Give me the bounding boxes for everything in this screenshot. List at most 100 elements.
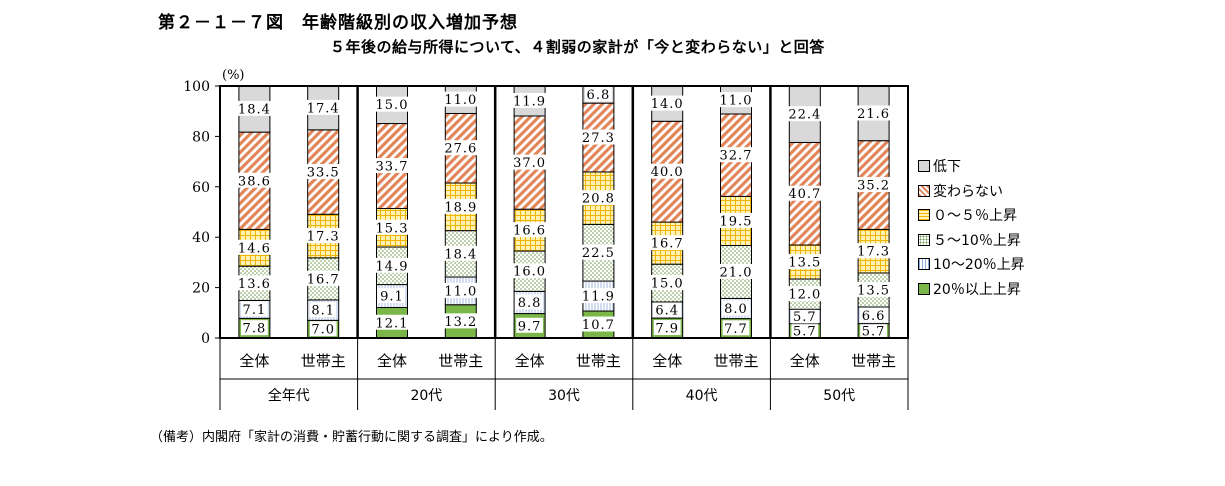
data-label: 10.7 [582,318,615,333]
data-label-bg [581,190,616,206]
data-label: 40.7 [788,187,821,202]
data-label-bg [787,254,822,270]
data-label: 7.1 [243,303,267,318]
data-label-bg [787,185,822,201]
data-label-bg [306,99,341,115]
data-label-bg [512,92,547,108]
data-label: 11.0 [444,93,477,108]
data-label-bg [581,129,616,145]
data-label: 21.6 [857,107,890,122]
x-category-label: 全体 [515,352,545,370]
data-label: 13.6 [238,277,271,292]
data-label-bg [718,92,754,108]
data-label-bg [860,307,887,323]
data-label-bg [241,301,268,317]
legend-item: 20％以上上昇 [918,277,1025,302]
data-label: 20.8 [582,192,615,207]
legend-item: ０～５％上昇 [918,203,1025,228]
y-tick-label: 20 [192,281,210,297]
data-label: 8.0 [724,302,748,317]
data-label-bg [237,239,272,255]
data-label: 13.2 [444,315,477,330]
data-label: 35.2 [857,179,890,194]
data-label-bg [718,147,754,163]
legend-label: 20％以上上昇 [933,281,1021,298]
y-tick-label: 40 [192,230,210,246]
x-category-label: 世帯主 [851,352,896,370]
data-label: 14.9 [376,259,409,274]
data-label: 17.3 [857,245,890,260]
data-label-bg [581,288,616,304]
data-label-bg [791,308,819,324]
data-label: 5.7 [793,324,817,339]
legend-item: 変わらない [918,179,1025,204]
data-label: 7.0 [311,323,335,338]
data-label: 15.3 [376,221,409,236]
chart-subtitle: ５年後の給与所得について、４割弱の家計が「今と変わらない」と回答 [330,38,825,56]
data-label-bg [581,244,616,260]
x-category-label: 世帯主 [301,352,346,370]
data-label-bg [653,302,681,318]
data-label: 38.6 [238,174,271,189]
y-axis-unit: (%) [222,68,245,83]
data-label: 15.0 [651,277,684,292]
legend-item: 10～20％上昇 [918,252,1025,277]
data-label-bg [443,245,478,261]
data-label-bg [443,198,478,214]
data-label-bg [443,313,478,329]
chart-title: 第２－１－７図 年齢階級別の収入増加予想 [158,13,518,33]
data-label: 22.5 [582,246,615,261]
data-label: 18.4 [444,247,477,262]
data-label: 5.7 [862,324,886,339]
data-label-bg [374,314,410,330]
data-label-bg [443,282,478,298]
legend-item: 低下 [918,154,1025,179]
data-label: 7.8 [243,322,267,337]
data-label: 33.5 [307,166,340,181]
data-label: 21.0 [720,265,753,280]
data-label: 12.1 [376,316,409,331]
data-label: 9.1 [380,290,404,305]
x-group-label: 20代 [410,388,442,404]
legend-label: ０～５％上昇 [933,208,1017,225]
data-label-bg [516,294,543,310]
legend-swatch [918,258,930,271]
data-label: 33.7 [376,160,409,175]
data-label-bg [374,257,410,273]
data-label-bg [856,243,891,259]
data-label: 13.5 [788,256,821,271]
legend-label: 低下 [933,159,961,176]
data-label: 15.0 [376,98,409,113]
data-label-bg [374,158,410,174]
data-label: 16.7 [651,237,684,252]
data-label-bg [718,212,754,228]
data-label: 14.6 [238,241,271,256]
data-label: 16.7 [307,272,340,287]
legend: 低下 変わらない ０～５％上昇 ５～10％上昇 10～20％上昇 20％以上上昇 [918,154,1025,301]
x-category-label: 世帯主 [713,352,758,370]
data-label-bg [237,172,272,188]
legend-label: 変わらない [933,183,1003,200]
data-label-bg [718,263,754,279]
y-tick-label: 80 [192,129,210,145]
plot-frame [219,85,909,339]
data-label-bg [306,164,341,180]
x-group-label: 50代 [823,388,855,404]
data-label-bg [722,320,750,336]
data-label-bg [512,154,547,170]
data-label-bg [512,222,547,238]
data-label: 18.9 [444,200,477,215]
data-label: 6.4 [655,304,679,319]
data-label: 27.6 [444,142,477,157]
data-label-bg [791,322,819,338]
x-category-label: 全体 [377,352,407,370]
data-label: 13.5 [857,283,890,298]
data-label: 9.7 [518,319,542,334]
data-label-bg [374,96,410,112]
legend-swatch [918,160,930,173]
x-category-label: 世帯主 [576,352,621,370]
x-group-label: 30代 [548,388,580,404]
data-label-bg [650,235,685,251]
data-label: 11.0 [720,94,753,109]
